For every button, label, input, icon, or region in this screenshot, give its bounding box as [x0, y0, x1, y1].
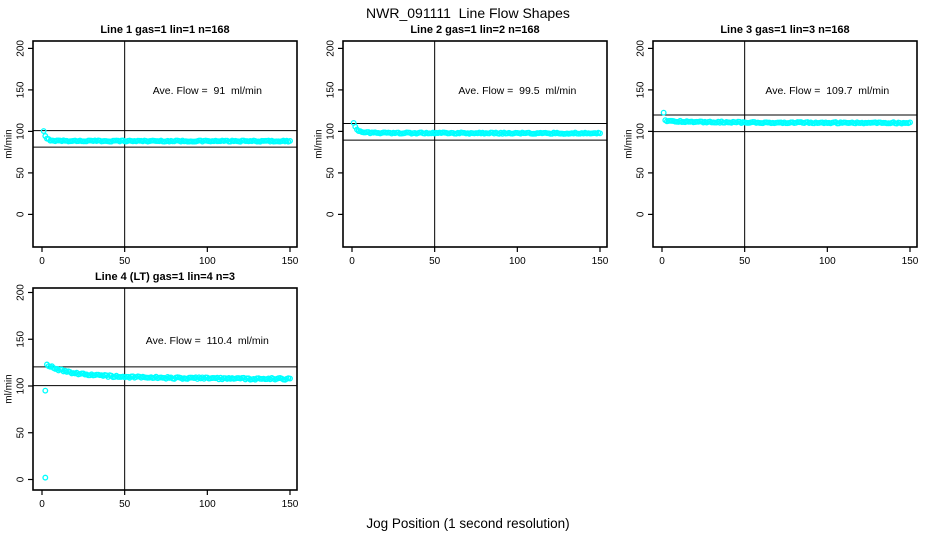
x-axis-label: Jog Position (1 second resolution) [366, 516, 570, 531]
flow-point [40, 128, 47, 135]
reference-lines [33, 288, 297, 490]
reference-lines [343, 41, 607, 247]
y-tick-label: 100 [636, 123, 647, 140]
x-tick-label: 100 [199, 256, 216, 267]
y-tick-label: 200 [16, 284, 27, 301]
ave-flow-annotation: Ave. Flow = 99.5 ml/min [458, 85, 576, 97]
plot-border [32, 40, 298, 248]
panel-title: Line 3 gas=1 lin=3 n=168 [720, 24, 849, 36]
y-tick-label: 200 [16, 40, 27, 57]
y-tick-label: 50 [16, 427, 27, 439]
x-tick-label: 50 [739, 256, 751, 267]
y-axis-title: ml/min [4, 374, 15, 403]
panel-line-4: Line 4 (LT) gas=1 lin=4 n=3 Ave. Flow = 1… [4, 271, 299, 510]
x-tick-label: 0 [349, 256, 355, 267]
x-tick-label: 50 [119, 499, 131, 510]
outlier-point [42, 474, 49, 481]
y-tick-label: 200 [326, 40, 337, 57]
flow-point [287, 375, 293, 382]
y-tick-label: 0 [16, 211, 27, 217]
x-tick-label: 100 [819, 256, 836, 267]
x-tick-label: 100 [199, 499, 216, 510]
ave-flow-annotation: Ave. Flow = 110.4 ml/min [146, 335, 269, 347]
x-axis: 0 50 100 150 [39, 247, 299, 267]
y-axis-title: ml/min [4, 129, 15, 158]
y-tick-label: 150 [16, 81, 27, 98]
panel-title: Line 2 gas=1 lin=2 n=168 [410, 24, 539, 36]
y-tick-label: 0 [16, 476, 27, 482]
y-tick-label: 200 [636, 40, 647, 57]
y-axis-title: ml/min [314, 129, 325, 158]
y-tick-label: 100 [16, 123, 27, 140]
y-tick-label: 150 [636, 81, 647, 98]
y-axis: 0 50 100 150 200 [326, 40, 343, 217]
data-points [40, 128, 293, 145]
x-tick-label: 150 [282, 256, 299, 267]
x-tick-label: 50 [429, 256, 441, 267]
x-tick-label: 0 [39, 499, 45, 510]
x-axis: 0 50 100 150 [349, 247, 609, 267]
flow-point [907, 119, 913, 126]
ave-flow-annotation: Ave. Flow = 91 ml/min [153, 85, 262, 97]
y-tick-label: 150 [16, 330, 27, 347]
x-tick-label: 150 [902, 256, 919, 267]
y-tick-label: 50 [16, 167, 27, 179]
y-tick-label: 0 [326, 211, 337, 217]
reference-lines [653, 41, 917, 247]
y-tick-label: 100 [16, 377, 27, 394]
x-axis: 0 50 100 150 [39, 490, 299, 510]
y-axis: 0 50 100 150 200 [16, 40, 33, 217]
outlier-point [42, 387, 49, 394]
y-axis: 0 50 100 150 200 [636, 40, 653, 217]
x-tick-label: 100 [509, 256, 526, 267]
figure-title: NWR_091111 Line Flow Shapes [366, 5, 570, 21]
plot-border [342, 40, 608, 248]
x-tick-label: 150 [282, 499, 299, 510]
x-tick-label: 0 [659, 256, 665, 267]
panel-line-3: Line 3 gas=1 lin=3 n=168 Ave. Flow = 109.… [624, 24, 919, 267]
x-tick-label: 0 [39, 256, 45, 267]
plot-border [32, 287, 298, 491]
data-points [42, 361, 293, 481]
panel-line-1: Line 1 gas=1 lin=1 n=168 Ave. Flow = 91 m… [4, 24, 299, 267]
x-tick-label: 50 [119, 256, 131, 267]
panel-title: Line 1 gas=1 lin=1 n=168 [100, 24, 229, 36]
data-points [350, 119, 603, 137]
y-tick-label: 0 [636, 211, 647, 217]
flow-point [660, 109, 667, 116]
y-axis-title: ml/min [624, 129, 635, 158]
y-axis: 0 50 100 150 200 [16, 284, 33, 482]
flow-point [287, 137, 293, 144]
panel-line-2: Line 2 gas=1 lin=2 n=168 Ave. Flow = 99.5… [314, 24, 609, 267]
x-axis: 0 50 100 150 [659, 247, 919, 267]
y-tick-label: 100 [326, 123, 337, 140]
y-tick-label: 50 [326, 167, 337, 179]
x-tick-label: 150 [592, 256, 609, 267]
flow-point [597, 130, 603, 137]
data-points [660, 109, 913, 127]
ave-flow-annotation: Ave. Flow = 109.7 ml/min [765, 85, 889, 97]
panel-title: Line 4 (LT) gas=1 lin=4 n=3 [95, 271, 235, 283]
y-tick-label: 150 [326, 81, 337, 98]
plot-border [652, 40, 918, 248]
y-tick-label: 50 [636, 167, 647, 179]
